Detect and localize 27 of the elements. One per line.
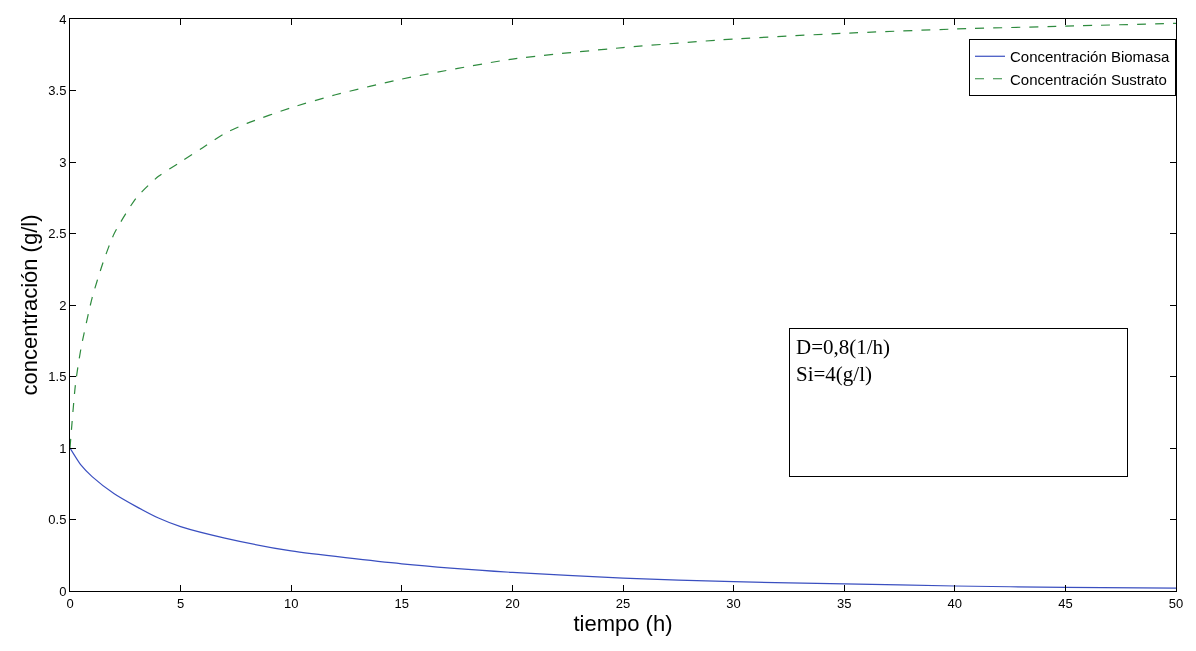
- x-tick-label: 20: [505, 595, 520, 611]
- x-tick-label: 35: [836, 595, 852, 611]
- y-tick-label: 3.5: [48, 83, 67, 99]
- line-series: [70, 22, 1176, 449]
- y-tick-label: 0.5: [48, 512, 67, 528]
- x-tick-label: 5: [176, 595, 185, 611]
- y-tick-label: 2: [59, 297, 67, 313]
- x-tick-label: 25: [615, 595, 631, 611]
- y-tick-label: 4: [59, 11, 67, 27]
- annotation: Si=4(g/l): [796, 362, 873, 387]
- legend-label: Concentración Sustrato: [1010, 70, 1167, 88]
- x-axis-title: tiempo (h): [573, 610, 673, 636]
- x-tick-label: 40: [947, 595, 963, 611]
- x-tick-label: 50: [1168, 595, 1184, 611]
- x-tick-label: 10: [283, 595, 299, 611]
- annotation: D=0,8(1/h): [796, 335, 891, 359]
- y-tick-label: 0: [59, 583, 67, 599]
- line-series: [70, 447, 1176, 589]
- x-tick-label: 15: [394, 595, 410, 611]
- x-tick-label: 45: [1058, 595, 1073, 611]
- y-tick-label: 1: [59, 440, 67, 456]
- y-tick-label: 3: [59, 154, 67, 170]
- y-tick-label: 1.5: [48, 369, 67, 385]
- x-tick-label: 30: [726, 595, 741, 611]
- y-tick-label: 2.5: [48, 226, 67, 242]
- y-axis-title: concentración (g/l): [17, 214, 43, 396]
- legend-label: Concentración Biomasa: [1010, 48, 1170, 66]
